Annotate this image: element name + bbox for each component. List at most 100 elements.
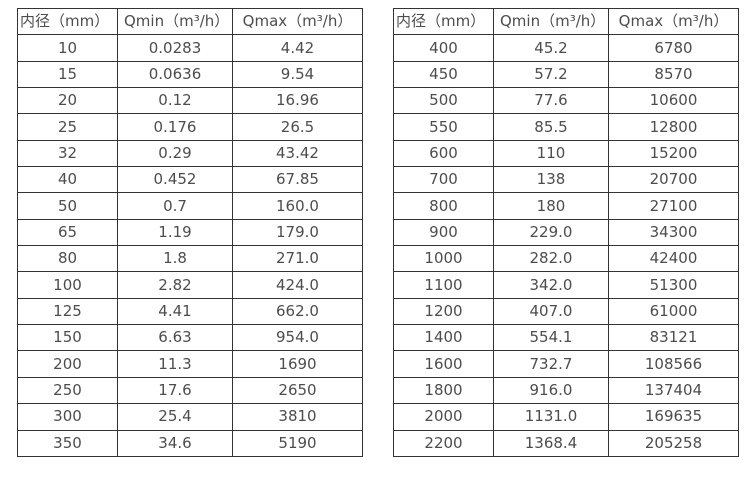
table-cell: 80 (17, 245, 118, 273)
table-cell: 554.1 (493, 324, 609, 352)
table-row: 65 1.19 179.0 (17, 218, 363, 247)
flow-rate-table-small-diameters: 内径（mm） Qmin（m³/h） Qmax（m³/h） 10 0.0283 4.4… (17, 7, 363, 457)
table-cell: 0.12 (117, 87, 233, 115)
table-row: 125 4.41 662.0 (17, 297, 363, 326)
table-row: 10 0.0283 4.42 (17, 34, 363, 62)
table-cell: 250 (17, 376, 118, 405)
table-cell: 407.0 (493, 297, 609, 326)
table-cell: 26.5 (232, 113, 363, 141)
table-row: 100 2.82 424.0 (17, 271, 363, 299)
table-cell: 4.41 (117, 297, 233, 326)
table-row: 1200 407.0 61000 (393, 297, 739, 326)
table-row: 15 0.0636 9.54 (17, 60, 363, 89)
table-cell: 954.0 (232, 324, 363, 352)
table-cell: 25 (17, 113, 118, 141)
table-cell: 200 (17, 350, 118, 378)
table-cell: 108566 (608, 350, 739, 378)
flow-rate-table-large-diameters: 内径（mm） Qmin（m³/h） Qmax（m³/h） 400 45.2 6780… (393, 7, 739, 457)
header-row: 内径（mm） Qmin（m³/h） Qmax（m³/h） (393, 7, 739, 36)
table-cell: 65 (17, 218, 118, 247)
table-cell: 0.176 (117, 113, 233, 141)
table-cell: 42400 (608, 245, 739, 273)
table-cell: 2.82 (117, 271, 233, 299)
table-row: 450 57.2 8570 (393, 60, 739, 89)
header-row: 内径（mm） Qmin（m³/h） Qmax（m³/h） (17, 7, 363, 36)
table-cell: 300 (17, 403, 118, 431)
table-body: 10 0.0283 4.42 15 0.0636 9.54 20 0.12 16.96 25 0.1… (17, 34, 363, 457)
header-inner-diameter: 内径（mm） (17, 7, 118, 36)
table-cell: 2000 (393, 403, 494, 431)
table-row: 300 25.4 3810 (17, 403, 363, 431)
table-cell: 0.7 (117, 192, 233, 220)
table-cell: 1100 (393, 271, 494, 299)
table-row: 600 110 15200 (393, 139, 739, 168)
table-cell: 45.2 (493, 34, 609, 62)
table-cell: 10 (17, 34, 118, 62)
table-cell: 450 (393, 60, 494, 89)
table-cell: 229.0 (493, 218, 609, 247)
table-cell: 43.42 (232, 139, 363, 168)
table-cell: 180 (493, 192, 609, 220)
table-row: 250 17.6 2650 (17, 376, 363, 405)
table-cell: 85.5 (493, 113, 609, 141)
table-cell: 0.0636 (117, 60, 233, 89)
table-row: 700 138 20700 (393, 166, 739, 194)
table-cell: 67.85 (232, 166, 363, 194)
table-body: 400 45.2 6780 450 57.2 8570 500 77.6 10600 550 85.… (393, 34, 739, 457)
table-cell: 20 (17, 87, 118, 115)
header-qmax: Qmax（m³/h） (232, 7, 363, 36)
table-cell: 1000 (393, 245, 494, 273)
table-row: 1000 282.0 42400 (393, 245, 739, 273)
table-row: 80 1.8 271.0 (17, 245, 363, 273)
table-cell: 16.96 (232, 87, 363, 115)
table-cell: 57.2 (493, 60, 609, 89)
table-cell: 15 (17, 60, 118, 89)
table-row: 25 0.176 26.5 (17, 113, 363, 141)
table-cell: 700 (393, 166, 494, 194)
table-cell: 6780 (608, 34, 739, 62)
table-cell: 3810 (232, 403, 363, 431)
table-row: 150 6.63 954.0 (17, 324, 363, 352)
header-inner-diameter: 内径（mm） (393, 7, 494, 36)
table-cell: 17.6 (117, 376, 233, 405)
table-cell: 342.0 (493, 271, 609, 299)
table-row: 1100 342.0 51300 (393, 271, 739, 299)
table-cell: 500 (393, 87, 494, 115)
table-cell: 34300 (608, 218, 739, 247)
table-cell: 0.0283 (117, 34, 233, 62)
table-cell: 6.63 (117, 324, 233, 352)
table-cell: 424.0 (232, 271, 363, 299)
table-cell: 125 (17, 297, 118, 326)
table-row: 32 0.29 43.42 (17, 139, 363, 168)
table-cell: 350 (17, 429, 118, 457)
table-cell: 138 (493, 166, 609, 194)
header-qmax: Qmax（m³/h） (608, 7, 739, 36)
table-header: 内径（mm） Qmin（m³/h） Qmax（m³/h） (393, 7, 739, 36)
table-row: 2200 1368.4 205258 (393, 429, 739, 457)
table-cell: 4.42 (232, 34, 363, 62)
table-cell: 9.54 (232, 60, 363, 89)
table-cell: 25.4 (117, 403, 233, 431)
table-cell: 2200 (393, 429, 494, 457)
table-cell: 83121 (608, 324, 739, 352)
table-cell: 77.6 (493, 87, 609, 115)
table-cell: 137404 (608, 376, 739, 405)
table-cell: 8570 (608, 60, 739, 89)
table-cell: 900 (393, 218, 494, 247)
table-header: 内径（mm） Qmin（m³/h） Qmax（m³/h） (17, 7, 363, 36)
table-row: 40 0.452 67.85 (17, 166, 363, 194)
table-cell: 1.8 (117, 245, 233, 273)
table-cell: 1131.0 (493, 403, 609, 431)
table-cell: 169635 (608, 403, 739, 431)
header-qmin: Qmin（m³/h） (493, 7, 609, 36)
table-cell: 20700 (608, 166, 739, 194)
table-cell: 5190 (232, 429, 363, 457)
table-cell: 100 (17, 271, 118, 299)
table-cell: 550 (393, 113, 494, 141)
table-row: 1600 732.7 108566 (393, 350, 739, 378)
table-cell: 662.0 (232, 297, 363, 326)
table-cell: 732.7 (493, 350, 609, 378)
table-row: 550 85.5 12800 (393, 113, 739, 141)
table-cell: 1368.4 (493, 429, 609, 457)
